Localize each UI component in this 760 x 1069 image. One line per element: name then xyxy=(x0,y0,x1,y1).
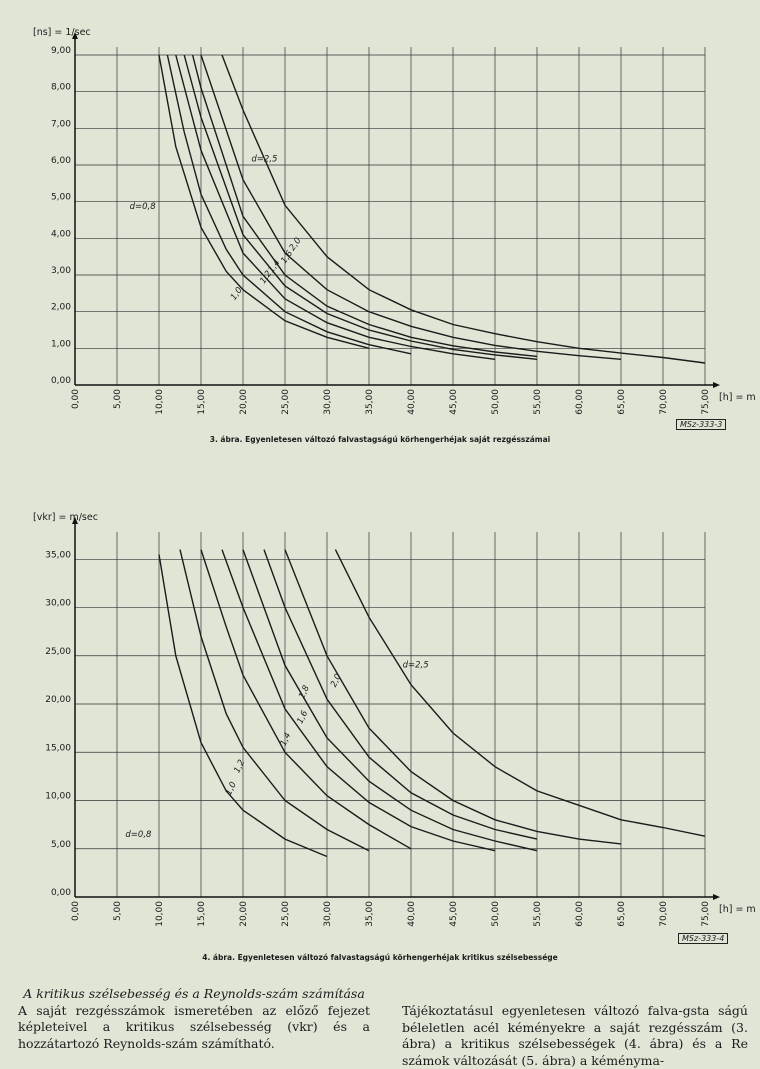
figure-4-caption: 4. ábra. Egyenletesen változó falvastags… xyxy=(202,953,558,962)
x-tick-label: 40,00 xyxy=(407,901,417,927)
y-tick-label: 3,00 xyxy=(51,266,71,276)
curve-10 xyxy=(179,549,370,852)
curve-label: 2,0 xyxy=(329,672,344,688)
curve-label: 1,0 xyxy=(224,780,239,796)
curve-20 xyxy=(284,549,622,845)
x-tick-label: 70,00 xyxy=(659,389,669,415)
y-tick-label: 8,00 xyxy=(51,83,71,93)
left-text-column: A kritikus szélsebesség és a Reynolds-sz… xyxy=(18,986,370,1052)
curve-16 xyxy=(191,54,538,358)
x-tick-label: 30,00 xyxy=(323,901,333,927)
right-paragraph: Tájékoztatásul egyenletesen változó falv… xyxy=(402,1003,748,1068)
x-tick-label: 25,00 xyxy=(281,389,291,415)
x-tick-label: 60,00 xyxy=(575,389,585,415)
left-paragraph: A saját rezgésszámok ismeretében az előz… xyxy=(18,1002,370,1051)
curve-label: 1,2 xyxy=(232,758,247,774)
curve-10 xyxy=(166,54,412,355)
y-tick-label: 6,00 xyxy=(51,156,71,166)
x-tick-label: 45,00 xyxy=(449,389,459,415)
x-tick-label: 25,00 xyxy=(281,901,291,927)
x-tick-label: 35,00 xyxy=(365,389,375,415)
curve-16 xyxy=(242,549,538,852)
y-tick-label: 0,00 xyxy=(51,376,71,386)
x-tick-label: 15,00 xyxy=(197,389,207,415)
y-axis-label: [vkr] = m/sec xyxy=(33,512,98,523)
x-tick-label: 35,00 xyxy=(365,901,375,927)
y-tick-label: 10,00 xyxy=(45,792,71,802)
x-tick-label: 50,00 xyxy=(491,901,501,927)
x-tick-label: 75,00 xyxy=(701,389,711,415)
y-tick-label: 15,00 xyxy=(45,743,71,753)
y-tick-label: 4,00 xyxy=(51,229,71,239)
figure-4-stamp: MSz-333-4 xyxy=(678,933,729,944)
x-tick-label: 5,00 xyxy=(113,901,123,921)
x-tick-label: 5,00 xyxy=(113,389,123,409)
x-tick-label: 70,00 xyxy=(659,901,669,927)
x-tick-label: 20,00 xyxy=(239,389,249,415)
curve-label: d=2,5 xyxy=(251,154,277,164)
curve-20 xyxy=(200,54,622,360)
chart-natural-frequency: 0,00 5,00 10,00 15,00 20,00 25,00 30,00 35,00 40… xyxy=(33,27,756,415)
curve-label: 1,8 xyxy=(297,683,312,700)
y-tick-label: 9,00 xyxy=(51,46,71,56)
curve-14 xyxy=(221,549,496,852)
x-tick-label: 55,00 xyxy=(533,901,543,927)
curve-18 xyxy=(263,549,538,840)
y-axis-arrow xyxy=(72,517,78,524)
y-tick-label: 0,00 xyxy=(51,888,71,898)
y-tick-label: 30,00 xyxy=(45,599,71,609)
x-tick-label: 30,00 xyxy=(323,389,333,415)
curve-d25 xyxy=(221,54,706,364)
x-axis-arrow xyxy=(713,382,720,388)
chart-critical-wind-speed: 0,00 5,00 10,00 15,00 20,00 25,00 30,00 35,00 40… xyxy=(33,512,756,927)
x-tick-label: 55,00 xyxy=(533,389,543,415)
figure-3-caption: 3. ábra. Egyenletesen változó falvastags… xyxy=(209,435,551,444)
curve-d08 xyxy=(158,554,328,858)
x-axis-label: [h] = m xyxy=(719,904,756,915)
curve-label: d=0,8 xyxy=(125,830,152,840)
curve-d25 xyxy=(334,549,706,837)
x-axis-arrow xyxy=(713,894,720,900)
x-tick-label: 65,00 xyxy=(617,901,627,927)
x-axis-label: [h] = m xyxy=(719,392,756,403)
y-tick-label: 2,00 xyxy=(51,303,71,313)
x-tick-label: 15,00 xyxy=(197,901,207,927)
x-tick-label: 50,00 xyxy=(491,389,501,415)
y-tick-label: 5,00 xyxy=(51,193,71,203)
curve-label: d=2,5 xyxy=(403,660,429,670)
figure-3-stamp: MSz-333-3 xyxy=(676,419,727,430)
y-tick-label: 1,00 xyxy=(51,339,71,349)
y-tick-label: 25,00 xyxy=(45,647,71,657)
x-tick-label: 20,00 xyxy=(239,901,249,927)
x-tick-label: 0,00 xyxy=(71,389,81,409)
curve-12 xyxy=(200,549,412,850)
section-heading: A kritikus szélsebesség és a Reynolds-sz… xyxy=(23,986,365,1001)
curve-label: 1,4 xyxy=(279,731,294,747)
x-tick-label: 45,00 xyxy=(449,901,459,927)
curve-label: 1,6 xyxy=(295,709,310,726)
x-tick-label: 75,00 xyxy=(701,901,711,927)
right-text-column: Tájékoztatásul egyenletesen változó falv… xyxy=(402,1003,748,1069)
y-axis-label: [ns] = 1/sec xyxy=(33,27,91,38)
curve-d08 xyxy=(158,54,370,349)
y-axis-arrow xyxy=(72,32,78,39)
y-tick-label: 5,00 xyxy=(51,840,71,850)
x-tick-label: 60,00 xyxy=(575,901,585,927)
x-tick-label: 65,00 xyxy=(617,389,627,415)
curve-12 xyxy=(175,54,496,360)
x-tick-label: 10,00 xyxy=(155,901,165,927)
x-tick-label: 0,00 xyxy=(71,901,81,921)
x-tick-label: 10,00 xyxy=(155,389,165,415)
y-tick-label: 7,00 xyxy=(51,119,71,129)
curve-label: d=0,8 xyxy=(130,202,157,212)
y-tick-label: 35,00 xyxy=(45,550,71,560)
y-tick-label: 20,00 xyxy=(45,695,71,705)
x-tick-label: 40,00 xyxy=(407,389,417,415)
curve-14 xyxy=(183,54,538,360)
